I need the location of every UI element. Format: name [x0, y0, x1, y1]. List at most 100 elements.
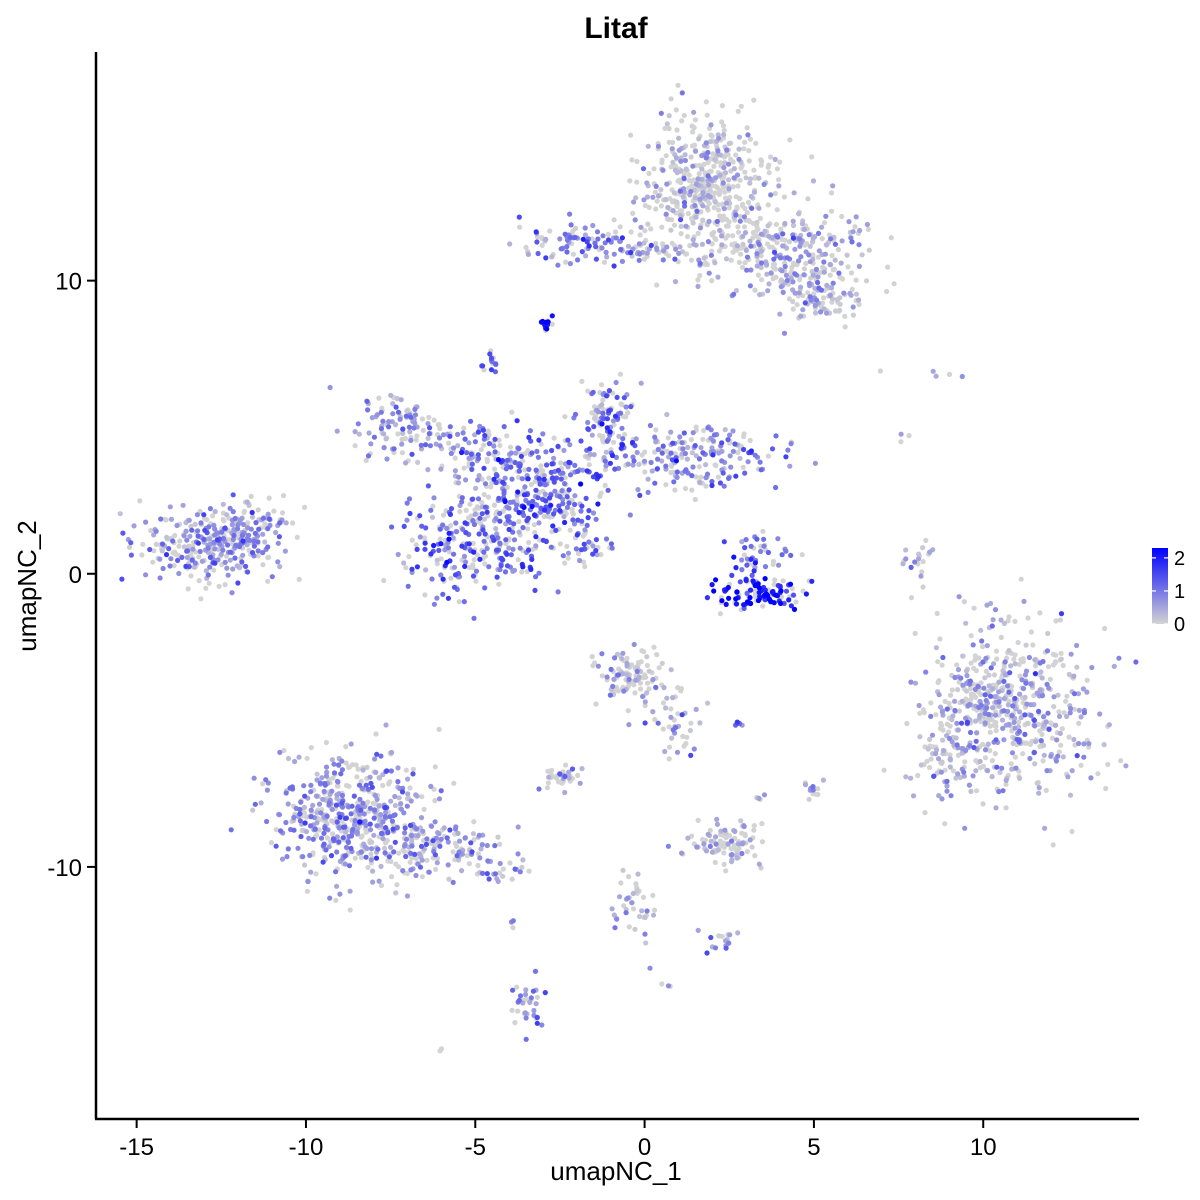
cell-point	[678, 217, 684, 223]
cell-point	[993, 723, 999, 729]
cell-point	[708, 252, 715, 258]
cell-point	[731, 554, 737, 560]
cell-point	[691, 241, 697, 247]
cell-point	[719, 233, 725, 239]
cell-point	[992, 694, 998, 700]
cell-point	[523, 991, 529, 998]
cell-point	[1011, 719, 1017, 726]
cell-point	[955, 667, 962, 673]
cell-point	[747, 238, 753, 244]
cell-point	[575, 468, 581, 474]
cell-point	[771, 600, 777, 606]
cell-point	[727, 432, 733, 438]
cell-point	[516, 529, 522, 535]
cell-point	[452, 468, 458, 474]
cell-point	[543, 319, 549, 325]
cell-point	[498, 555, 505, 562]
cell-point	[1019, 677, 1025, 683]
cell-point	[507, 860, 513, 866]
cell-point	[903, 556, 909, 562]
cell-point	[229, 522, 235, 528]
cell-point	[473, 568, 480, 574]
cell-point	[1028, 629, 1034, 635]
cell-point	[630, 454, 636, 460]
cell-point	[619, 425, 625, 431]
cell-point	[634, 179, 640, 185]
cell-point	[425, 483, 431, 489]
cell-point	[631, 458, 637, 464]
cell-point	[427, 443, 433, 449]
cell-point	[593, 516, 599, 522]
cell-point	[958, 675, 964, 681]
cell-point	[756, 205, 762, 211]
cell-point	[1051, 694, 1057, 700]
cell-point	[297, 806, 303, 813]
color-legend: 012	[1152, 548, 1185, 636]
cell-point	[578, 438, 584, 444]
cell-point	[350, 826, 356, 832]
cell-point	[830, 183, 836, 189]
cell-point	[533, 543, 539, 549]
cell-point	[1064, 693, 1070, 699]
cell-point	[641, 240, 647, 246]
cell-point	[685, 210, 691, 217]
cell-point	[291, 814, 297, 821]
cell-point	[856, 263, 863, 269]
cell-point	[1012, 661, 1018, 667]
cell-point	[645, 143, 651, 149]
cell-point	[962, 759, 968, 765]
cell-point	[401, 560, 407, 566]
cell-point	[140, 541, 146, 547]
cell-point	[1003, 777, 1009, 784]
cell-point	[471, 521, 477, 528]
cell-point	[712, 190, 718, 196]
cell-point	[726, 140, 732, 147]
cell-point	[988, 693, 994, 699]
cell-point	[292, 758, 298, 765]
cell-point	[426, 869, 432, 875]
cell-point	[143, 572, 149, 578]
cell-point	[857, 227, 863, 234]
cell-point	[399, 789, 406, 795]
cell-point	[773, 484, 779, 491]
cell-point	[651, 644, 657, 650]
cell-point	[737, 177, 743, 183]
cell-point	[166, 546, 172, 552]
cell-point	[803, 591, 810, 597]
cell-point	[263, 777, 269, 783]
cell-point	[273, 827, 279, 833]
cell-point	[703, 848, 710, 854]
cell-point	[321, 841, 327, 847]
cell-point	[993, 805, 999, 811]
cell-point	[422, 540, 428, 546]
cell-point	[342, 861, 348, 867]
cell-point	[829, 285, 835, 291]
cell-point	[738, 165, 744, 171]
cell-point	[126, 544, 133, 550]
cell-point	[1038, 669, 1044, 675]
cell-point	[660, 726, 666, 732]
cell-point	[760, 603, 766, 609]
cell-point	[964, 688, 970, 694]
cell-point	[407, 785, 413, 791]
cell-point	[654, 245, 660, 251]
cell-point	[663, 153, 669, 159]
cell-point	[688, 154, 694, 160]
cell-point	[641, 256, 648, 262]
cell-point	[363, 457, 369, 463]
cell-point	[992, 607, 999, 613]
cell-point	[664, 121, 670, 127]
cell-point	[448, 575, 454, 581]
cell-point	[686, 178, 692, 184]
cell-point	[755, 597, 762, 604]
cell-point	[280, 493, 287, 499]
cell-point	[832, 257, 838, 263]
cell-point	[743, 175, 749, 181]
cell-point	[428, 551, 434, 557]
cell-point	[463, 507, 469, 513]
cell-point	[394, 882, 400, 888]
cell-point	[492, 436, 498, 442]
cell-point	[850, 229, 856, 235]
cell-point	[636, 461, 642, 467]
cell-point	[707, 187, 713, 193]
